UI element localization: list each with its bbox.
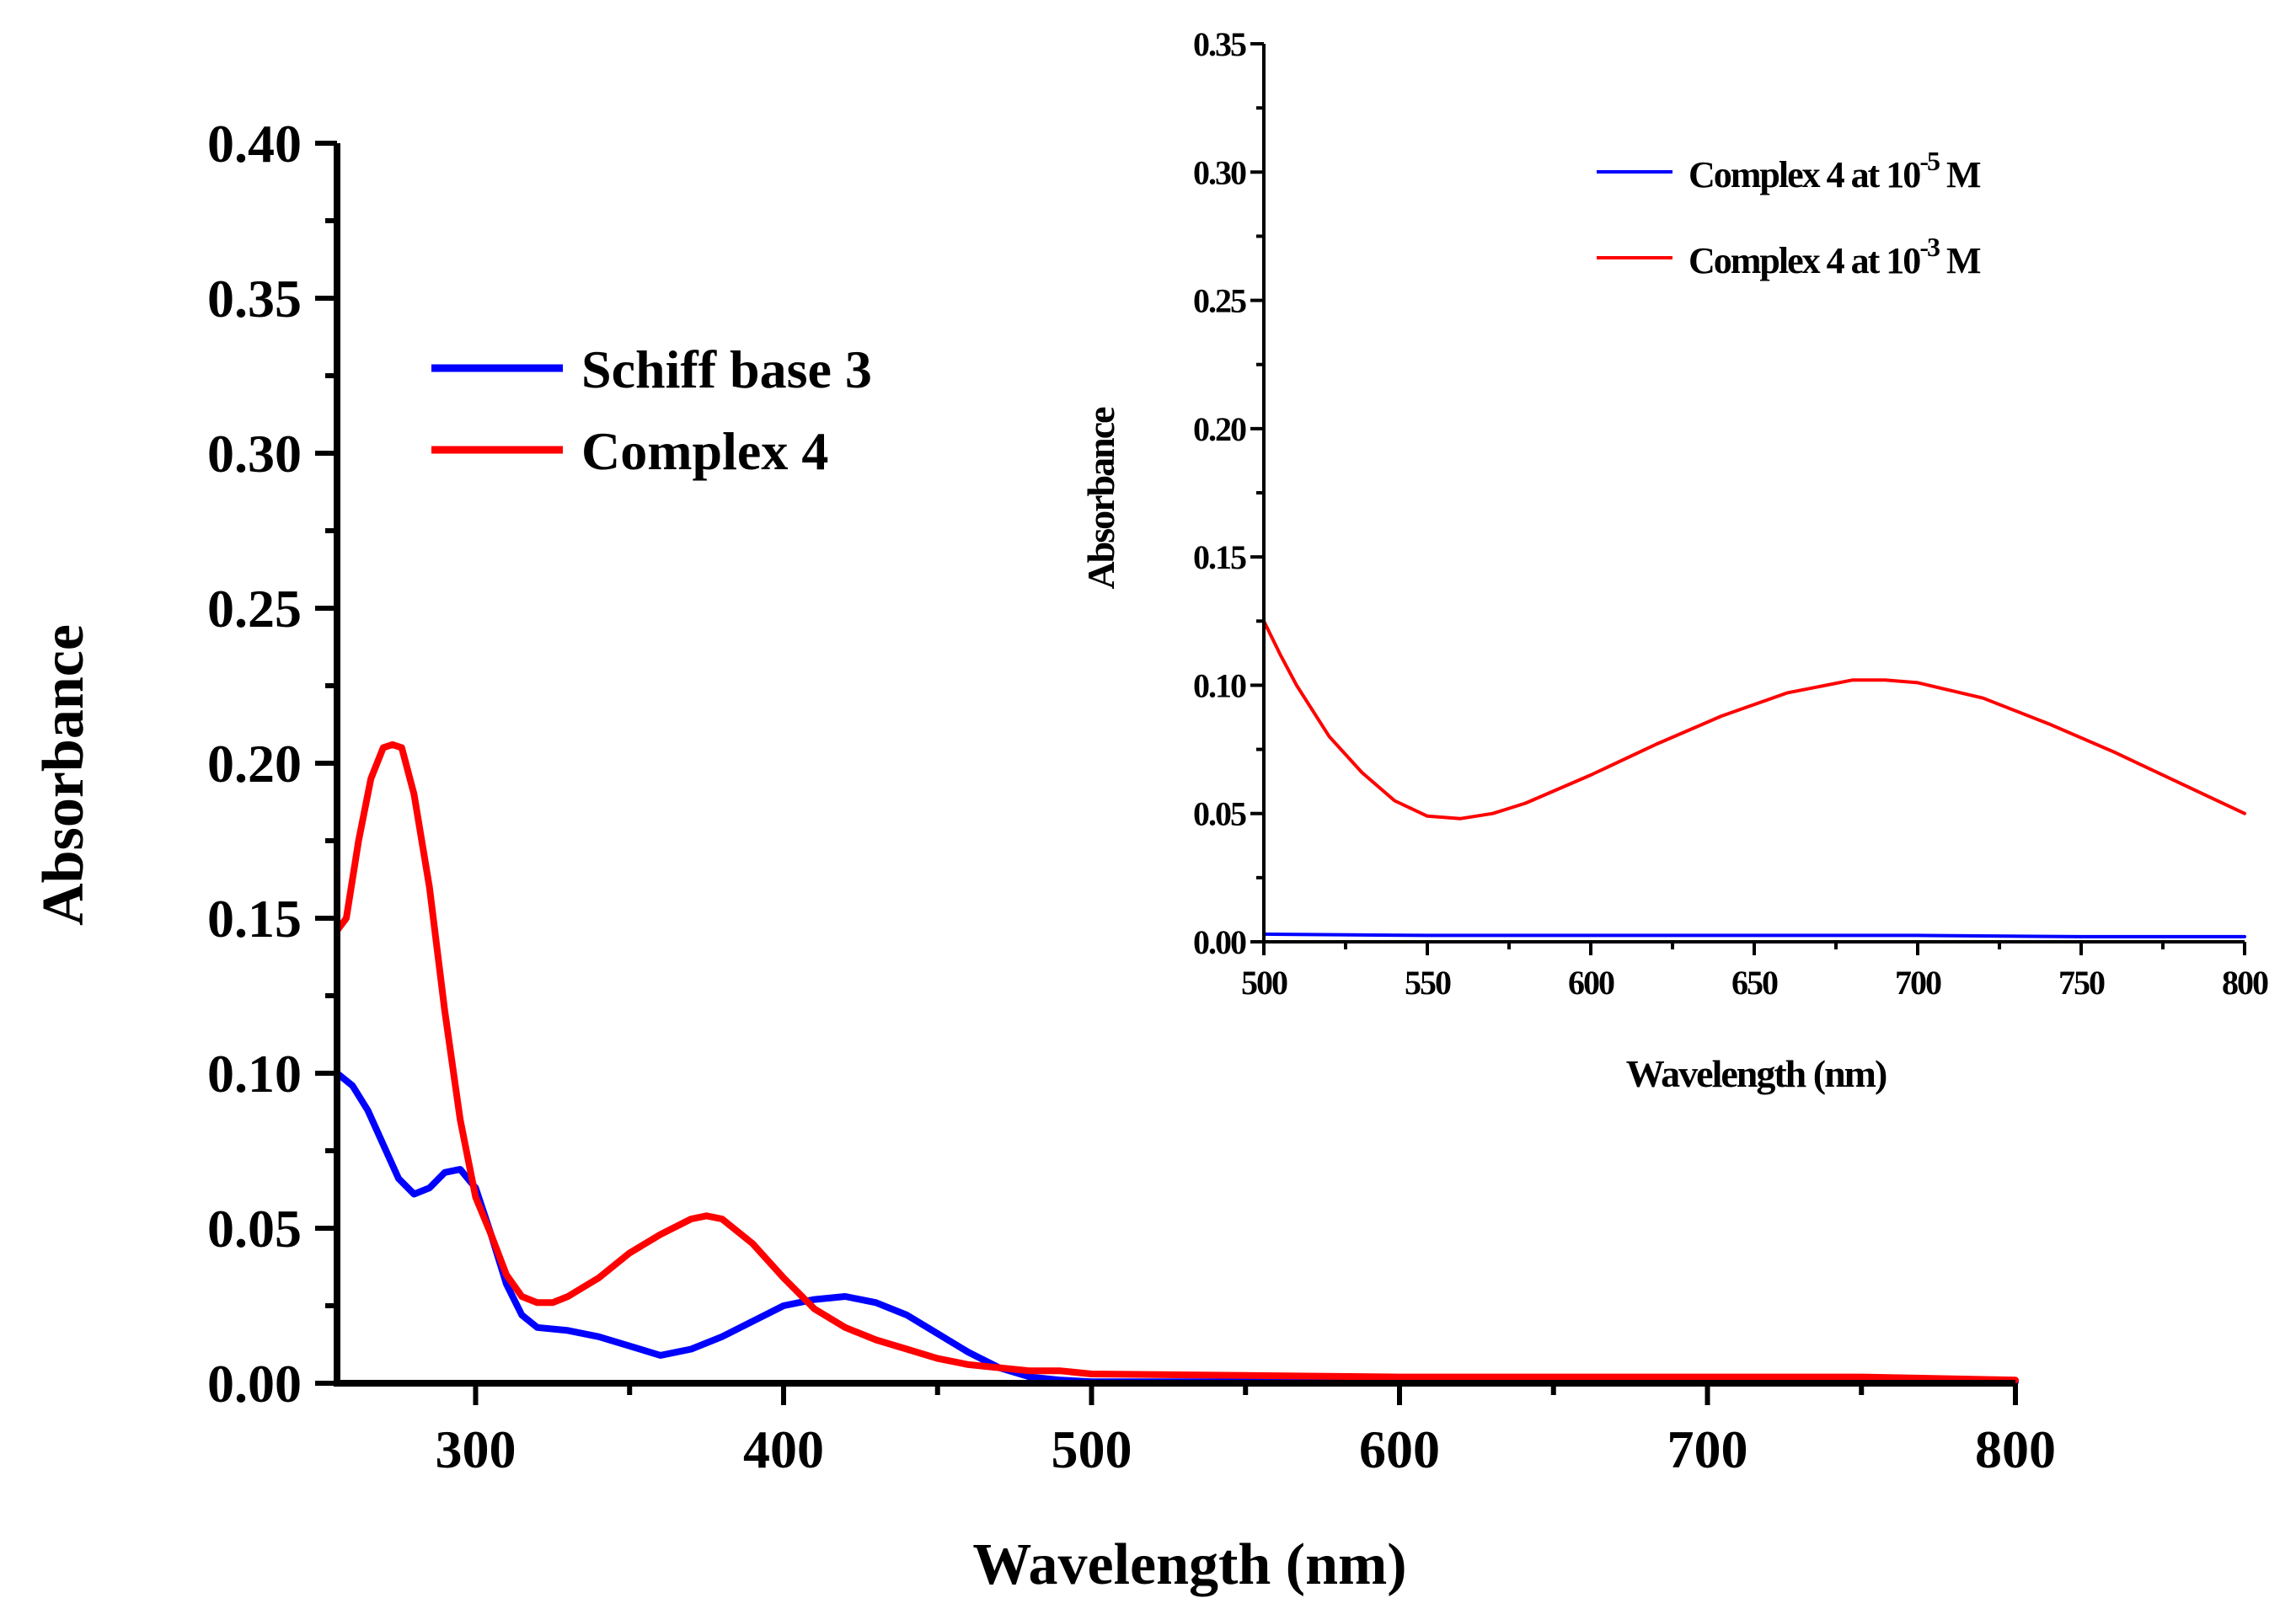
main-y-tick-label: 0.15 (207, 889, 302, 949)
main-y-tick-label: 0.05 (207, 1199, 302, 1259)
main-x-tick-label: 400 (743, 1419, 824, 1479)
main-series-line-1 (334, 1070, 2019, 1386)
main-y-axis-title: Absorbance (31, 624, 96, 926)
main-x-tick-label: 600 (1359, 1419, 1440, 1479)
main-x-tick-labels: 300 400 500 600 700 800 (435, 1419, 2056, 1479)
main-axes (315, 141, 2018, 1405)
inset-chart: 500 550 600 650 700 750 800 0.000.050.100.150.… (1079, 25, 2270, 1095)
inset-axes (1250, 42, 2246, 955)
inset-x-tick-label: 500 (1241, 964, 1287, 1002)
inset-x-tick-label: 750 (2058, 964, 2105, 1002)
inset-y-tick-label: 0.35 (1193, 25, 1246, 63)
inset-legend-label-1e-5: Complex 4 at 10-5 M (1689, 146, 1981, 195)
main-y-tick-label: 0.25 (207, 579, 302, 639)
inset-series-lines (1262, 619, 2246, 938)
main-y-tick-label: 0.00 (207, 1354, 302, 1414)
inset-y-tick-label: 0.15 (1193, 538, 1246, 576)
main-x-tick-label: 700 (1667, 1419, 1747, 1479)
inset-y-tick-label: 0.00 (1193, 923, 1246, 961)
main-series-line-2 (334, 740, 2019, 1384)
inset-x-tick-labels: 500 550 600 650 700 750 800 (1241, 964, 2270, 1002)
inset-x-tick-label: 700 (1895, 964, 1941, 1002)
inset-x-axis-title: Wavelength (nm) (1626, 1052, 1887, 1095)
main-y-tick-label: 0.30 (207, 424, 302, 484)
inset-y-axis-title: Absorbance (1079, 407, 1122, 590)
inset-y-tick-label: 0.10 (1193, 666, 1246, 704)
main-x-axis-title: Wavelength (nm) (972, 1532, 1406, 1597)
inset-series-line-1 (1262, 932, 2246, 938)
inset-x-tick-label: 600 (1568, 964, 1614, 1002)
inset-legend-label-1e-3: Complex 4 at 10-3 M (1689, 232, 1981, 281)
inset-y-tick-labels: 0.00 0.05 0.10 0.15 0.20 0.25 0.30 0.35 (1193, 25, 1248, 961)
inset-y-tick-label: 0.30 (1193, 153, 1246, 191)
inset-x-tick-label: 550 (1405, 964, 1451, 1002)
inset-series-line-2 (1262, 619, 2246, 821)
inset-y-tick-label: 0.20 (1193, 410, 1246, 448)
main-x-tick-label: 500 (1051, 1419, 1132, 1479)
inset-x-tick-label: 650 (1731, 964, 1778, 1002)
main-y-tick-labels: 0.00 0.05 0.10 0.15 0.20 0.25 0.30 0.35 0.40 (207, 114, 302, 1414)
main-y-tick-label: 0.35 (207, 269, 302, 329)
main-y-tick-label: 0.20 (207, 734, 302, 794)
inset-x-tick-label: 800 (2222, 964, 2268, 1002)
main-legend: Schiff base 3 Complex 4 (431, 339, 872, 481)
inset-legend: Complex 4 at 10-5 M Complex 4 at 10-3 M (1597, 146, 1983, 281)
main-legend-label-complex-4: Complex 4 (581, 421, 828, 481)
main-x-tick-label: 800 (1975, 1419, 2056, 1479)
main-y-tick-label: 0.10 (207, 1044, 302, 1104)
inset-y-tick-label: 0.25 (1193, 282, 1246, 320)
main-x-tick-label: 300 (435, 1419, 516, 1479)
main-y-tick-label: 0.40 (207, 114, 302, 174)
inset-y-tick-label: 0.05 (1193, 795, 1246, 833)
main-legend-label-schiff-base-3: Schiff base 3 (581, 339, 872, 399)
main-chart: 300 400 500 600 700 800 0.000.050.100.150.200… (31, 114, 2056, 1597)
